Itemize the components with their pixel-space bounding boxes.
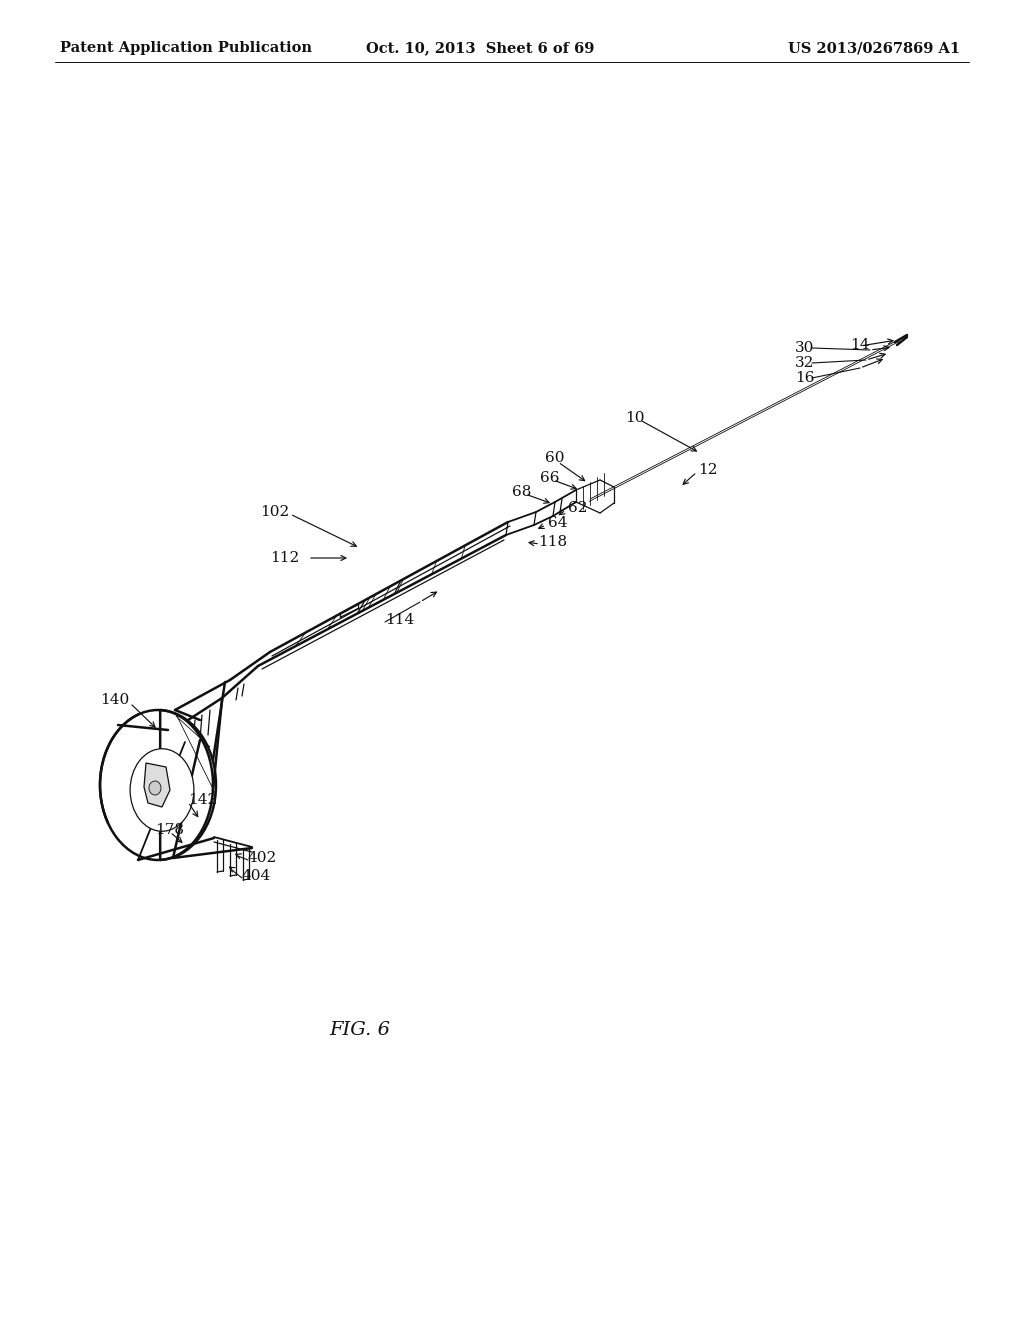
- Text: Patent Application Publication: Patent Application Publication: [60, 41, 312, 55]
- Ellipse shape: [150, 781, 161, 795]
- Text: 402: 402: [248, 851, 278, 865]
- Text: FIG. 6: FIG. 6: [330, 1020, 390, 1039]
- Text: 112: 112: [270, 550, 299, 565]
- Text: US 2013/0267869 A1: US 2013/0267869 A1: [787, 41, 961, 55]
- Text: 64: 64: [548, 516, 567, 531]
- Text: 30: 30: [795, 341, 814, 355]
- Ellipse shape: [130, 748, 194, 832]
- Text: 68: 68: [512, 484, 531, 499]
- Text: 32: 32: [795, 356, 814, 370]
- Text: 14: 14: [850, 338, 869, 352]
- Polygon shape: [144, 763, 170, 807]
- Text: 12: 12: [698, 463, 718, 477]
- Text: 10: 10: [625, 411, 644, 425]
- Text: 60: 60: [545, 451, 564, 465]
- Text: 404: 404: [242, 869, 271, 883]
- Text: 178: 178: [155, 822, 184, 837]
- Text: 102: 102: [260, 506, 289, 519]
- Text: Oct. 10, 2013  Sheet 6 of 69: Oct. 10, 2013 Sheet 6 of 69: [366, 41, 594, 55]
- Ellipse shape: [100, 710, 216, 861]
- Text: 62: 62: [568, 502, 588, 515]
- Text: 142: 142: [188, 793, 217, 807]
- Text: 16: 16: [795, 371, 814, 385]
- Text: 118: 118: [538, 535, 567, 549]
- Text: 114: 114: [385, 612, 415, 627]
- Text: 66: 66: [540, 471, 559, 484]
- Text: 140: 140: [100, 693, 129, 708]
